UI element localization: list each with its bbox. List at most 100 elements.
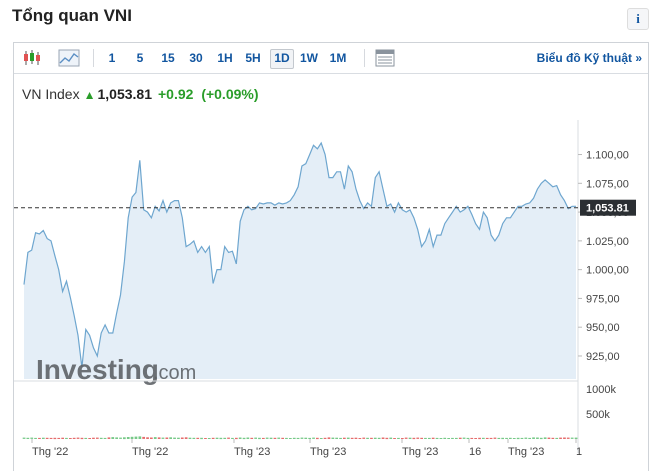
up-arrow-icon: ▲ xyxy=(83,88,96,102)
volume-bar xyxy=(543,437,547,439)
volume-bar xyxy=(157,437,161,439)
x-tick-label: Thg '23 xyxy=(234,446,270,458)
volume-bar xyxy=(231,437,234,439)
candlestick-icon[interactable] xyxy=(21,48,43,68)
volume-bar xyxy=(76,437,80,439)
volume-bar xyxy=(169,437,172,439)
volume-bar xyxy=(246,437,250,439)
volume-bar xyxy=(204,438,207,439)
chart-widget: 1 5 15 30 1H 5H 1D 1W 1M Biểu đồ Kỹ thuậ… xyxy=(13,42,649,471)
volume-bar xyxy=(258,437,261,440)
volume-bar xyxy=(489,437,493,439)
volume-bar xyxy=(111,437,115,439)
volume-bar xyxy=(42,437,45,439)
volume-bar xyxy=(88,438,91,439)
volume-bar xyxy=(72,437,76,439)
volume-bar xyxy=(196,437,200,439)
price-chart[interactable]: Investing .com 1.100,001.075,001.050,001… xyxy=(14,73,648,471)
current-price-label: 1,053.81 xyxy=(586,203,629,215)
x-tick-label: 1 xyxy=(576,446,582,458)
volume-bar xyxy=(99,437,103,439)
volume-bar xyxy=(447,438,450,439)
volume-bar xyxy=(316,437,319,440)
volume-bar xyxy=(296,437,300,439)
volume-bar xyxy=(362,437,366,439)
volume-bar xyxy=(563,437,566,439)
timeframe-5h[interactable]: 5H xyxy=(245,51,261,65)
volume-bar xyxy=(65,437,68,439)
chart-toolbar: 1 5 15 30 1H 5H 1D 1W 1M Biểu đồ Kỹ thuậ… xyxy=(14,43,648,74)
volume-bar xyxy=(308,437,311,439)
data-table-icon[interactable] xyxy=(374,48,396,68)
volume-bar xyxy=(69,438,72,439)
volume-bar xyxy=(49,437,53,439)
timeframe-1m[interactable]: 1M xyxy=(329,51,347,65)
volume-bar xyxy=(34,437,37,439)
timeframe-5[interactable]: 5 xyxy=(136,51,144,65)
volume-bar xyxy=(153,437,157,439)
volume-bar xyxy=(524,437,528,439)
volume-bar xyxy=(532,437,535,439)
volume-bar xyxy=(242,437,246,440)
area-chart-icon[interactable] xyxy=(58,48,80,68)
volume-bar xyxy=(323,437,327,439)
volume-bar xyxy=(404,437,408,439)
volume-bar xyxy=(420,437,423,439)
volume-bar xyxy=(358,438,362,439)
x-tick-label: Thg '22 xyxy=(32,446,68,458)
volume-bar xyxy=(555,437,559,439)
timeframe-1d[interactable]: 1D xyxy=(270,49,294,69)
info-button[interactable]: i xyxy=(627,8,649,30)
volume-bar xyxy=(262,437,265,439)
volume-bar xyxy=(497,437,501,439)
toolbar-divider xyxy=(364,49,365,67)
volume-bar xyxy=(142,436,145,439)
volume-bar xyxy=(207,438,211,439)
volume-bar xyxy=(574,437,578,439)
volume-bar xyxy=(188,437,192,439)
volume-bar xyxy=(385,437,389,440)
timeframe-30[interactable]: 30 xyxy=(189,51,203,65)
volume-bar xyxy=(401,438,404,439)
volume-bar xyxy=(319,438,323,439)
volume-bar xyxy=(566,437,570,439)
toolbar-divider xyxy=(93,49,94,67)
volume-bar xyxy=(265,437,269,439)
volume-bar xyxy=(343,437,346,439)
volume-bar xyxy=(377,437,381,439)
price-line xyxy=(23,141,576,368)
volume-bar xyxy=(335,437,338,439)
timeframe-1w[interactable]: 1W xyxy=(300,51,318,65)
timeframe-15[interactable]: 15 xyxy=(161,51,175,65)
timeframe-1[interactable]: 1 xyxy=(108,51,116,65)
volume-bar xyxy=(130,436,134,439)
volume-bar xyxy=(547,437,551,439)
investing-watermark: Investing .com xyxy=(36,354,196,385)
technical-chart-link[interactable]: Biểu đồ Kỹ thuật » xyxy=(536,51,642,65)
volume-bar xyxy=(53,437,57,440)
y-tick-label: 1.100,00 xyxy=(586,150,629,162)
volume-bar xyxy=(424,437,427,439)
volume-bar xyxy=(285,437,288,439)
watermark-brand: Investing xyxy=(36,354,159,385)
volume-bar xyxy=(107,437,111,439)
volume-bar xyxy=(173,437,176,439)
volume-bar xyxy=(38,437,41,439)
volume-bar xyxy=(80,437,84,440)
volume-bar xyxy=(312,437,315,439)
x-tick-label: Thg '23 xyxy=(508,446,544,458)
volume-bar xyxy=(512,438,516,439)
volume-bar xyxy=(177,437,180,439)
volume-bar xyxy=(215,437,219,439)
volume-bar xyxy=(227,437,230,439)
y-tick-label: 950,00 xyxy=(586,322,620,334)
volume-bar xyxy=(551,437,555,439)
timeframe-1h[interactable]: 1H xyxy=(217,51,233,65)
volume-bar xyxy=(327,437,331,439)
y-tick-label: 1.000,00 xyxy=(586,265,629,277)
y-tick-label: 925,00 xyxy=(586,351,620,363)
volume-bar xyxy=(304,437,308,439)
volume-bar xyxy=(493,437,497,439)
volume-bar xyxy=(570,437,574,439)
volume-bar xyxy=(366,437,369,439)
